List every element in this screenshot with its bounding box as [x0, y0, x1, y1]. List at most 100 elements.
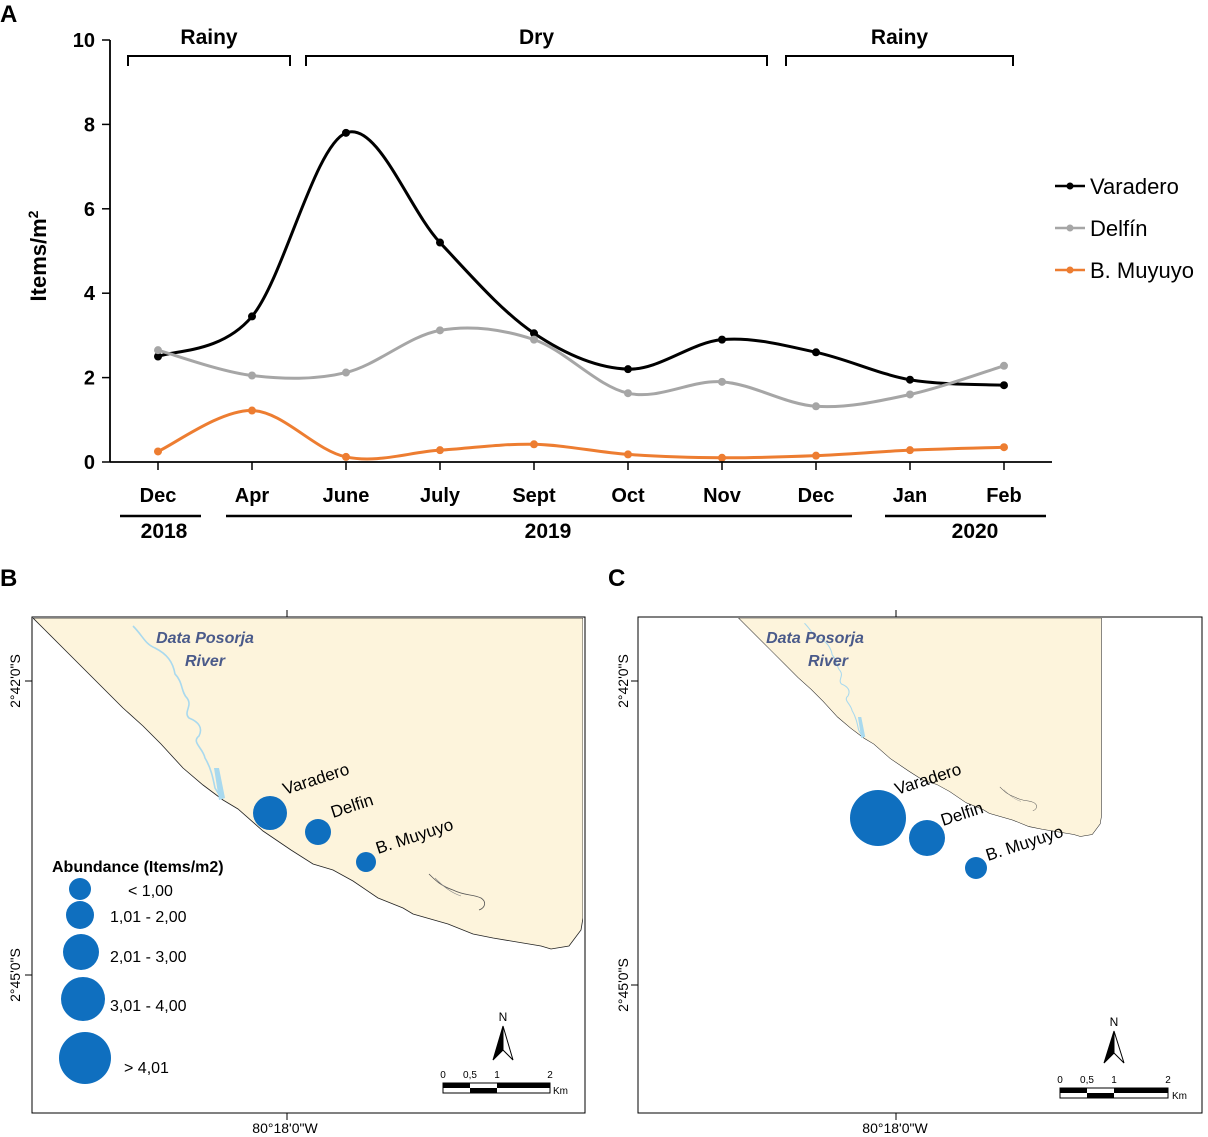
map-c-scale-bar: 0 0,5 1 2 Km	[1057, 1075, 1187, 1102]
data-point-b-muyuyo	[530, 440, 538, 449]
data-point-b-muyuyo	[1000, 443, 1008, 452]
abundance-legend-title: Abundance (Items/m2)	[52, 859, 224, 876]
season-brackets: Rainy Dry Rainy	[127, 26, 1014, 66]
legend-label-delfin: Delfín	[1090, 216, 1147, 241]
data-point-varadero	[718, 335, 726, 344]
data-point-delf-n	[718, 377, 726, 386]
abundance-class-4: 3,01 - 4,00	[110, 998, 187, 1015]
abundance-class-1: < 1,00	[128, 883, 173, 900]
abundance-symbol-2	[66, 901, 94, 929]
y-axis-label: Items/m2	[25, 210, 51, 301]
map-c-scale-unit: Km	[1172, 1091, 1187, 1102]
y-tick-label: 6	[84, 199, 95, 221]
data-point-delf-n	[436, 326, 444, 335]
map-b-scale-05: 0,5	[463, 1070, 477, 1081]
data-point-b-muyuyo	[342, 452, 350, 461]
data-point-b-muyuyo	[906, 446, 914, 455]
map-b-scale-unit: Km	[553, 1086, 568, 1097]
map-c: Data Posorja River 2°42'0"S 2°45'0"S 80°…	[615, 610, 1203, 1136]
map-c-scale-2: 2	[1165, 1075, 1171, 1086]
abundance-symbol-1	[69, 878, 91, 900]
data-point-varadero	[1000, 381, 1008, 390]
season-label: Rainy	[180, 26, 238, 49]
data-point-b-muyuyo	[248, 406, 256, 415]
data-point-varadero	[624, 365, 632, 374]
legend-label-b-muyuyo: B. Muyuyo	[1090, 258, 1194, 283]
data-point-b-muyuyo	[154, 447, 162, 456]
year-label: 2019	[525, 520, 572, 543]
legend-item-delfin: Delfín	[1055, 216, 1147, 241]
map-b: Data Posorja River 2°42'0"S 2°45'0"S 80°…	[7, 610, 586, 1136]
map-b-scale-bar: 0 0,5 1 2 Km	[440, 1070, 568, 1097]
data-point-delf-n	[906, 390, 914, 399]
data-point-delf-n	[342, 368, 350, 377]
map-c-river-label-1: Data Posorja	[766, 630, 864, 647]
map-b-scale-2: 2	[547, 1070, 553, 1081]
abundance-class-3: 2,01 - 3,00	[110, 949, 187, 966]
map-b-scale-0: 0	[440, 1070, 446, 1081]
y-tick-label: 8	[84, 114, 95, 136]
data-point-b-muyuyo	[436, 446, 444, 455]
series-line-b-muyuyo	[157, 409, 1005, 461]
data-point-varadero	[906, 375, 914, 384]
map-c-lat-bottom: 2°45'0"S	[615, 958, 631, 1012]
map-c-scale-05: 0,5	[1080, 1075, 1094, 1086]
panel-label-b: B	[0, 565, 17, 592]
year-label: 2018	[141, 520, 188, 543]
series-lines	[154, 128, 1008, 462]
data-point-delf-n	[154, 346, 162, 355]
data-point-varadero	[436, 238, 444, 247]
map-c-point-delfin	[909, 820, 945, 856]
x-tick-label: July	[420, 485, 461, 507]
abundance-class-2: 1,01 - 2,00	[110, 909, 187, 926]
data-point-delf-n	[530, 335, 538, 344]
data-point-b-muyuyo	[718, 453, 726, 462]
map-c-point-b-muyuyo	[965, 857, 987, 879]
year-bars: 2018 2019 2020	[120, 514, 1046, 543]
map-b-lon-label: 80°18'0"W	[252, 1120, 318, 1136]
data-point-b-muyuyo	[624, 450, 632, 459]
line-chart: Items/m2 0 2 4 6 8 10 Rainy Dry Rainy Dec Apr Jun…	[25, 26, 1194, 543]
season-label: Rainy	[871, 26, 929, 49]
series-line-varadero	[157, 130, 1005, 387]
map-c-point-varadero	[850, 790, 906, 846]
map-c-north-label: N	[1110, 1015, 1119, 1029]
x-tick-label: June	[323, 485, 370, 507]
legend-label-varadero: Varadero	[1090, 174, 1179, 199]
data-point-varadero	[154, 352, 162, 361]
abundance-symbol-5	[59, 1032, 111, 1084]
data-point-varadero	[812, 348, 820, 357]
map-c-north-arrow: N	[1103, 1015, 1125, 1064]
panel-label-a: A	[0, 1, 17, 28]
map-c-scale-0: 0	[1057, 1075, 1063, 1086]
map-b-point-varadero	[253, 796, 287, 830]
series-line-delf-n	[157, 326, 1005, 409]
legend-item-varadero: Varadero	[1055, 174, 1179, 199]
map-b-point-b-muyuyo	[356, 852, 376, 872]
y-tick-label: 4	[84, 283, 96, 305]
map-b-north-arrow: N	[492, 1010, 514, 1061]
map-b-scale-1: 1	[494, 1070, 500, 1081]
abundance-class-5: > 4,01	[124, 1060, 169, 1077]
data-point-delf-n	[248, 371, 256, 380]
x-tick-label: Dec	[798, 485, 835, 507]
season-bracket	[127, 55, 291, 66]
x-tick-label: Oct	[611, 485, 645, 507]
abundance-symbol-3	[63, 934, 99, 970]
map-c-scale-1: 1	[1111, 1075, 1117, 1086]
map-b-river-label-1: Data Posorja	[156, 630, 254, 647]
map-c-river-label-2: River	[808, 653, 849, 670]
season-label: Dry	[519, 26, 554, 49]
abundance-symbol-4	[61, 977, 105, 1021]
x-tick-label: Jan	[893, 485, 927, 507]
abundance-legend: Abundance (Items/m2) < 1,00 1,01 - 2,00 …	[52, 859, 224, 1084]
data-point-varadero	[248, 312, 256, 321]
panel-label-c: C	[608, 565, 625, 592]
season-bracket	[785, 55, 1014, 66]
x-ticks: Dec Apr June July Sept Oct Nov Dec Jan Feb	[140, 462, 1022, 507]
legend-item-b-muyuyo: B. Muyuyo	[1055, 258, 1194, 283]
x-tick-label: Sept	[512, 485, 556, 507]
map-c-lat-top: 2°42'0"S	[615, 654, 631, 708]
y-tick-label: 0	[84, 452, 95, 474]
